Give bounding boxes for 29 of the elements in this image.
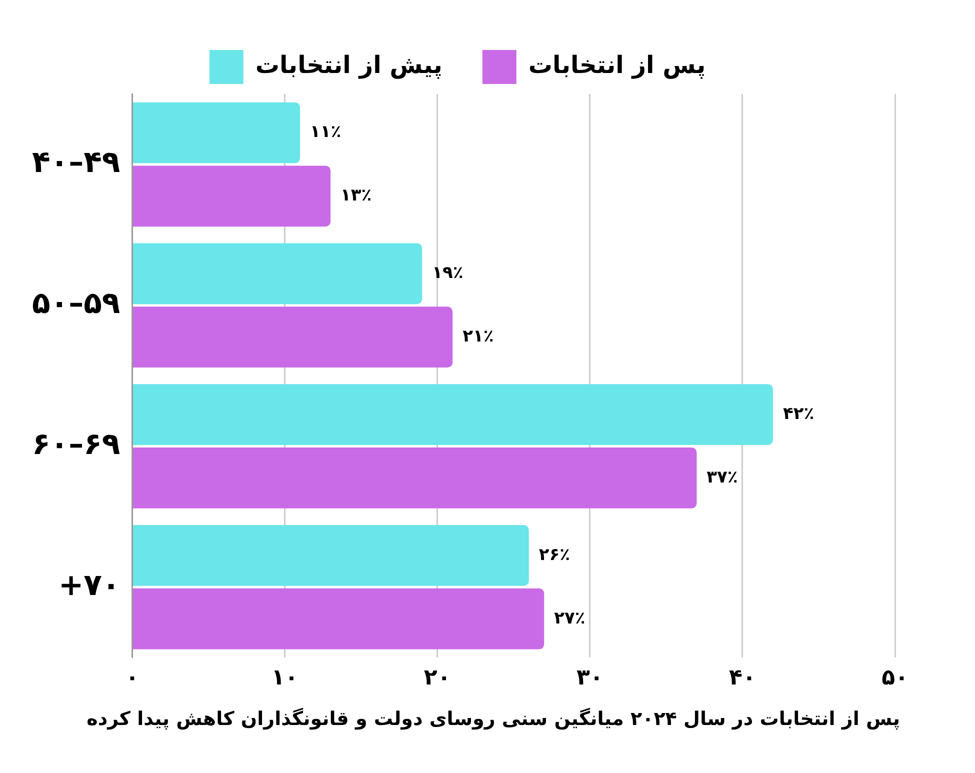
- legend-label: پیش از انتخابات: [255, 51, 442, 80]
- y-tick-label: ۵۰–۵۹: [32, 286, 120, 322]
- bar: [132, 448, 697, 508]
- data-label: ۴۲٪: [782, 404, 814, 424]
- bar: [132, 166, 331, 227]
- x-tick-label: ۱۰: [271, 666, 298, 691]
- bar: [132, 306, 453, 368]
- y-tick-label: ۴۰–۴۹: [32, 145, 120, 180]
- data-label: ۲۷٪: [554, 608, 586, 628]
- legend-label: پس از انتخابات: [528, 51, 706, 80]
- bar: [132, 525, 529, 586]
- text: پس از انتخابات در سال ۲۰۲۴ میانگین سنی روسای دولت و قانونگذاران کاهش پیدا کرده: [86, 708, 900, 730]
- x-tick-label: ۴۰: [729, 666, 756, 691]
- data-label: ۳۷٪: [706, 467, 738, 488]
- bar: [132, 102, 300, 164]
- data-label: ۲۱٪: [462, 326, 494, 346]
- bar: [132, 588, 544, 650]
- y-tick-label: +۷۰: [58, 568, 120, 603]
- x-tick-label: ۲۰: [424, 666, 451, 691]
- x-tick-label: ۰: [126, 666, 139, 691]
- data-label: ۱۹٪: [432, 263, 464, 284]
- data-label: ۲۶٪: [538, 544, 570, 565]
- y-tick-label: ۶۰–۶۹: [32, 427, 120, 462]
- data-label: ۱۱٪: [310, 122, 342, 142]
- bar: [132, 243, 422, 304]
- data-label: ۱۳٪: [340, 186, 372, 206]
- bar: [132, 384, 773, 445]
- x-tick-label: ۳۰: [576, 666, 604, 691]
- x-tick-label: ۵۰: [882, 666, 908, 691]
